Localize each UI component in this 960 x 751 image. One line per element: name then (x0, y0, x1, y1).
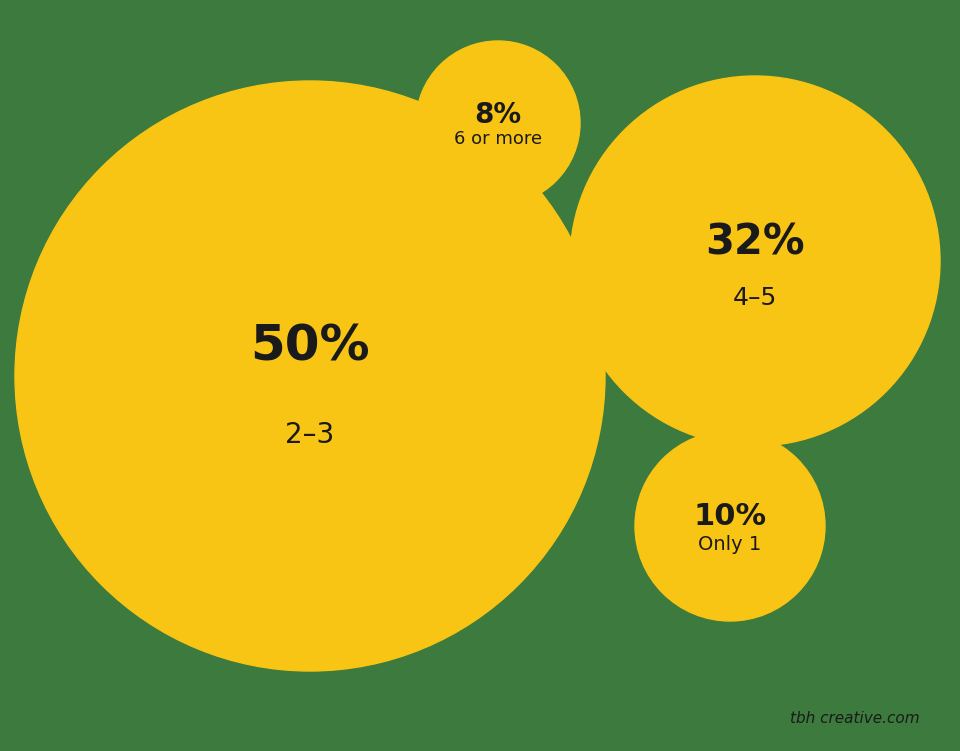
Ellipse shape (416, 41, 580, 205)
Text: 8%: 8% (474, 101, 521, 129)
Text: 2–3: 2–3 (285, 421, 335, 449)
Ellipse shape (635, 431, 825, 621)
Ellipse shape (15, 81, 605, 671)
Ellipse shape (570, 76, 940, 446)
Text: 6 or more: 6 or more (454, 131, 542, 149)
Text: Only 1: Only 1 (698, 535, 761, 554)
Text: 4–5: 4–5 (732, 286, 778, 310)
Text: 50%: 50% (251, 322, 370, 370)
Text: tbh creative.com: tbh creative.com (790, 711, 920, 726)
Text: 32%: 32% (706, 222, 804, 264)
Text: 10%: 10% (693, 502, 767, 531)
